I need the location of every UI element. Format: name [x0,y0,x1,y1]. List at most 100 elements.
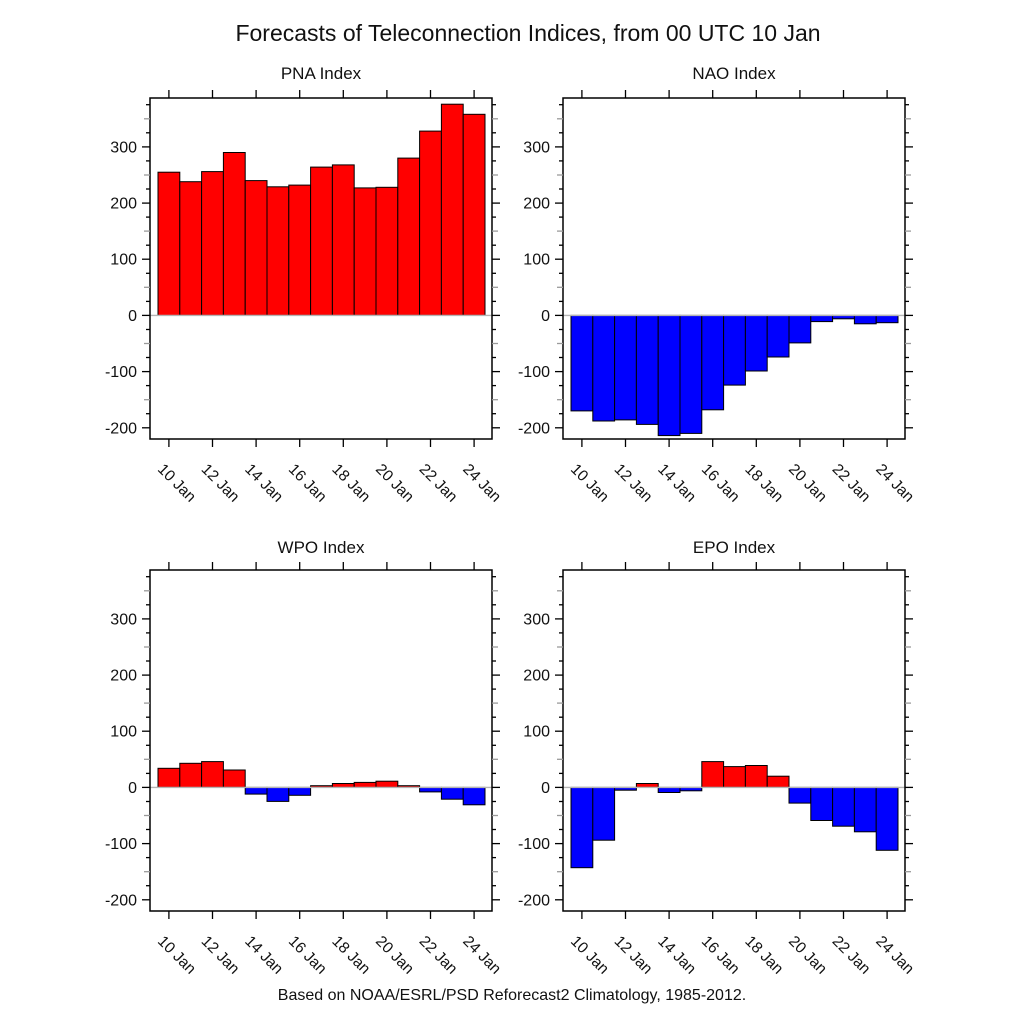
x-tick-label: 18 Jan [741,461,786,506]
x-tick-label: 18 Jan [328,933,373,978]
x-tick-label: 12 Jan [611,461,656,506]
bar-18-jan [744,314,768,372]
plot-frame [149,569,493,912]
bar-15-jan [266,186,290,316]
x-tick-label: 10 Jan [154,933,199,978]
y-tick-label: 200 [110,196,137,213]
x-tick-label: 14 Jan [241,933,286,978]
y-axis [555,104,913,429]
bar-21-jan [810,786,834,821]
y-tick-label: 100 [110,252,137,269]
bar-17-jan [723,314,746,386]
x-tick-label: 20 Jan [785,461,830,506]
bar-16-jan [701,761,725,788]
bar-16-jan [288,786,312,796]
x-tick-label: 22 Jan [829,933,874,978]
bar-11-jan [179,762,203,789]
y-tick-label: 100 [523,724,550,741]
bar-19-jan [766,775,790,788]
bar-15-jan [266,786,290,802]
x-tick-label: 16 Jan [698,461,743,506]
bar-17-jan [310,166,333,316]
x-tick-label: 16 Jan [698,933,743,978]
bar-24-jan [875,786,899,851]
x-tick-label: 18 Jan [741,933,786,978]
plot-frame [562,569,906,912]
panel-title-nao: NAO Index [692,64,776,83]
x-tick-label: 12 Jan [611,933,656,978]
bar-15-jan [679,314,703,434]
y-tick-label: -100 [518,364,550,381]
bar-21-jan [397,157,421,316]
y-tick-label: 300 [523,611,550,628]
bar-12-jan [201,761,224,788]
bar-19-jan [766,314,790,358]
bar-19-jan [353,187,377,316]
bar-14-jan [657,314,681,437]
y-axis-labels: -200 -100 0 100 200 300 [105,611,137,909]
bar-10-jan [570,786,594,869]
plot-frame [149,97,493,440]
main-title: Forecasts of Teleconnection Indices, fro… [235,20,821,46]
x-tick-label: 20 Jan [372,461,417,506]
bar-13-jan [635,314,659,425]
x-tick-label: 10 Jan [154,461,199,506]
y-axis-labels: -200 -100 0 100 200 300 [518,611,550,909]
bar-11-jan [592,786,616,841]
bar-14-jan [244,786,268,795]
plot-frame [562,97,906,440]
x-tick-label: 14 Jan [241,461,286,506]
bar-16-jan [288,184,312,316]
y-axis-labels: -200 -100 0 100 200 300 [105,139,137,437]
bar-24-jan [875,314,899,324]
x-tick-label: 24 Jan [872,461,917,506]
y-tick-label: -100 [105,836,137,853]
bar-18-jan [744,765,768,788]
bar-22-jan [832,786,855,827]
bar-13-jan [222,769,246,788]
y-tick-label: 200 [523,668,550,685]
y-tick-label: -200 [105,420,137,437]
bar-10-jan [157,767,181,788]
y-tick-label: -100 [518,836,550,853]
x-tick-label: 22 Jan [829,461,874,506]
bar-22-jan [419,130,442,316]
y-tick-label: 100 [523,252,550,269]
bar-11-jan [592,314,616,422]
bar-17-jan [723,766,746,788]
x-tick-label: 24 Jan [872,933,917,978]
y-tick-label: 300 [110,611,137,628]
y-tick-label: 100 [110,724,137,741]
bar-18-jan [331,164,355,317]
panel-title-wpo: WPO Index [278,538,365,557]
y-axis [142,576,500,901]
x-tick-label: 18 Jan [328,461,373,506]
bar-23-jan [853,314,877,325]
bar-10-jan [157,171,181,316]
bar-16-jan [701,314,725,411]
x-tick-label: 14 Jan [654,933,699,978]
source-caption: Based on NOAA/ESRL/PSD Reforecast2 Clima… [277,987,747,1004]
bar-11-jan [179,181,203,316]
bar-20-jan [375,186,399,316]
x-tick-label: 16 Jan [285,461,330,506]
bar-14-jan [657,786,681,793]
y-tick-label: 200 [523,196,550,213]
bar-20-jan [788,786,812,804]
x-tick-label: 12 Jan [198,933,243,978]
plot-area [562,97,906,440]
y-tick-label: 0 [128,780,137,797]
bar-14-jan [244,180,268,316]
y-axis [555,576,913,901]
bar-10-jan [570,314,594,412]
y-tick-label: -200 [518,420,550,437]
bar-21-jan [810,314,834,323]
panel-title-pna: PNA Index [281,64,362,83]
y-tick-label: 0 [128,308,137,325]
bar-20-jan [788,314,812,344]
y-tick-label: -100 [105,364,137,381]
